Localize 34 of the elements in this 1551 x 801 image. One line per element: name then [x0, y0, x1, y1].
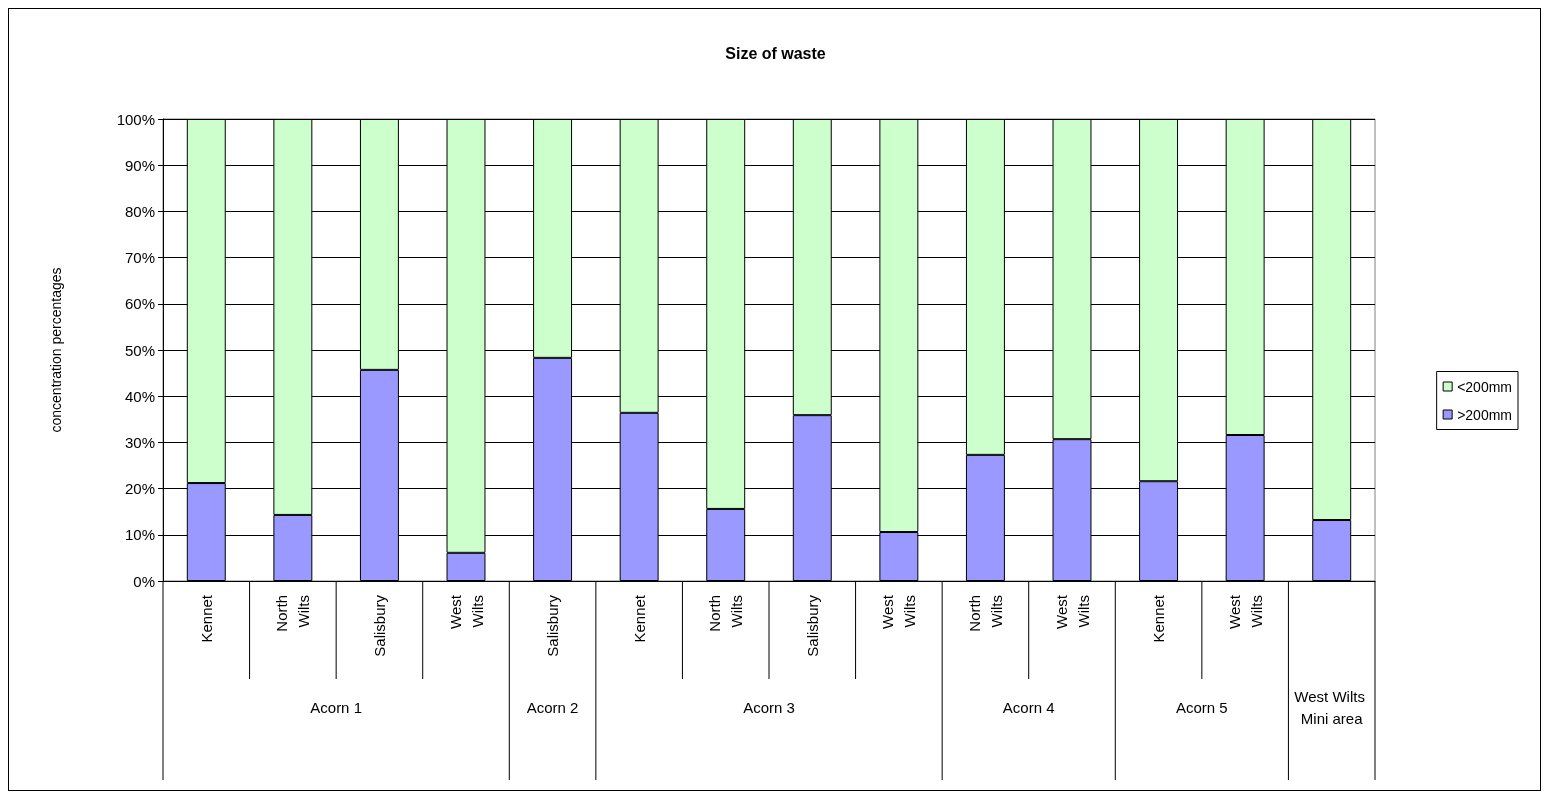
x-tick-label: North Wilts [273, 595, 313, 632]
chart-title: Size of waste [725, 44, 826, 62]
text: Acorn 1 [310, 698, 362, 716]
y-tick-label: 0% [133, 572, 155, 590]
y-tick-label: 20% [124, 480, 155, 498]
x-tick-label: North Wilts [965, 595, 1005, 632]
y-tick-label: 90% [124, 156, 155, 174]
y-tick-label: 60% [124, 295, 155, 313]
x-tick-label: North Wilts [706, 595, 746, 632]
x-tick-label: Kennet [197, 594, 215, 643]
x-tick-label: Kennet [630, 594, 648, 643]
text: Acorn 3 [743, 698, 795, 716]
y-tick-label: 100% [116, 110, 155, 128]
y-tick-label: 10% [124, 526, 155, 544]
x-tick-label: West Wilts [1052, 594, 1092, 629]
y-tick-label: 40% [124, 387, 155, 405]
x-tick-label: Salisbury [803, 594, 821, 657]
text: West Wilts Mini area [1294, 687, 1370, 727]
legend-label: <200mm [1457, 378, 1512, 395]
y-tick-label: 50% [124, 341, 155, 359]
legend-label: >200mm [1457, 406, 1512, 423]
y-tick-label: 30% [124, 433, 155, 451]
x-tick-label: West Wilts [879, 594, 919, 629]
x-tick-label: Salisbury [370, 594, 388, 657]
x-tick-label: West Wilts [446, 594, 486, 629]
text: Acorn 4 [1002, 698, 1055, 716]
x-tick-label: Salisbury [544, 594, 562, 657]
y-tick-label: 70% [124, 249, 155, 267]
text: Acorn 5 [1176, 698, 1228, 716]
x-tick-label: West Wilts [1225, 594, 1265, 629]
text: Acorn 2 [526, 698, 579, 716]
y-tick-label: 80% [124, 202, 155, 220]
x-tick-label: Kennet [1150, 594, 1168, 643]
y-axis-title: concentration percentages [48, 267, 64, 433]
